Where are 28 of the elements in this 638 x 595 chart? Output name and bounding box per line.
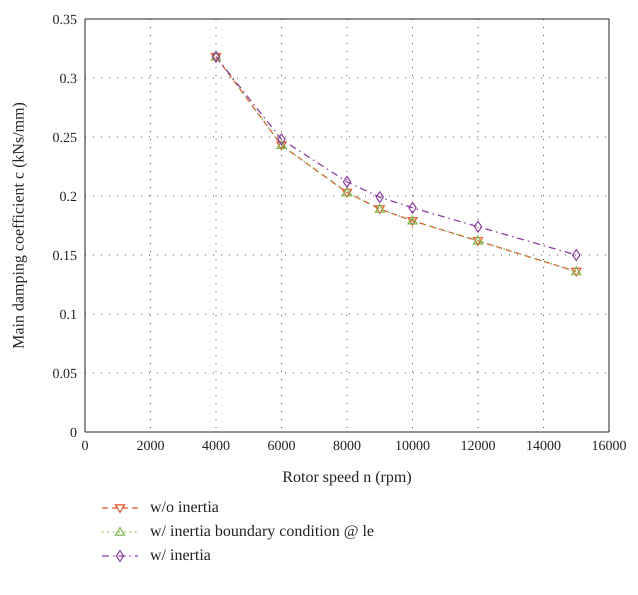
x-axis-title: Rotor speed n (rpm) [282, 469, 412, 486]
y-tick-label: 0.3 [60, 72, 77, 87]
y-tick-label: 0.05 [52, 366, 77, 382]
point [474, 220, 482, 233]
y-tick-label: 0.35 [52, 12, 77, 28]
x-tick-label: 12000 [460, 438, 496, 454]
point [212, 50, 220, 63]
y-tick-label: 0 [70, 426, 77, 441]
y-tick-label: 0.15 [52, 248, 77, 264]
x-tick-label: 2000 [136, 438, 164, 454]
x-tick-label: 16000 [592, 438, 626, 454]
y-axis-title: Main damping coefficient c (kNs/mm) [10, 102, 28, 349]
y-tick-label: 0.25 [52, 130, 77, 146]
point [277, 133, 286, 146]
legend-label: w/ inertia boundary condition @ le [150, 523, 374, 541]
y-tick-label: 0.1 [60, 308, 77, 323]
x-tick-label: 6000 [268, 438, 296, 454]
x-tick-label: 8000 [333, 438, 361, 454]
x-tick-label: 0 [82, 438, 88, 454]
x-tick-label: 14000 [526, 438, 561, 454]
x-tick-label: 4000 [202, 438, 230, 454]
point [342, 176, 352, 188]
legend-label: w/ inertia [150, 547, 211, 565]
point [572, 249, 580, 261]
y-tick-label: 0.2 [60, 190, 77, 205]
x-tick-label: 10000 [395, 438, 430, 454]
legend-label: w/o inertia [150, 499, 219, 517]
point [408, 202, 417, 214]
